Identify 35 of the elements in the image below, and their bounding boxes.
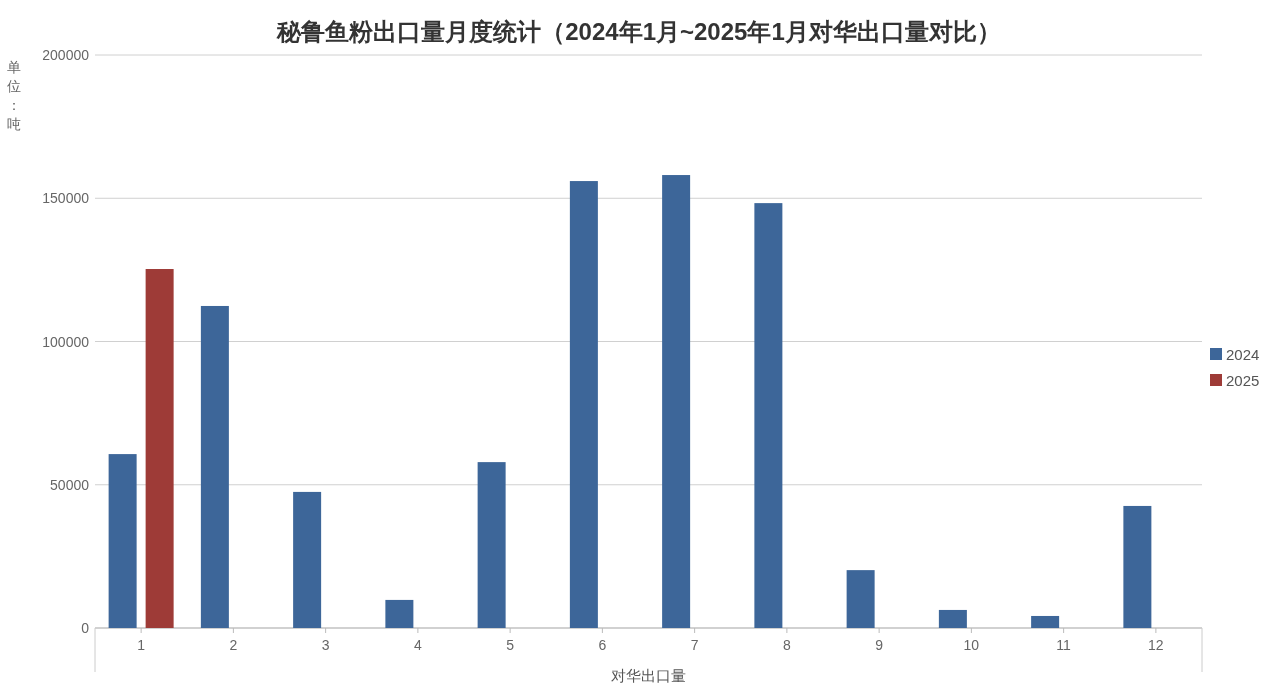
bar [477, 462, 506, 628]
bar [385, 599, 414, 628]
bar [293, 491, 322, 628]
bar [569, 181, 598, 628]
x-tick-label: 7 [690, 637, 699, 653]
y-tick-label: 150000 [42, 190, 90, 207]
x-tick-label: 12 [1148, 637, 1164, 653]
x-tick-label: 1 [137, 637, 146, 653]
x-tick-label: 9 [875, 637, 884, 653]
y-tick-label: 50000 [50, 476, 90, 493]
bar [1031, 615, 1060, 628]
y-tick-label: 0 [81, 620, 90, 636]
bar [754, 203, 783, 628]
x-tick-label: 5 [506, 637, 515, 653]
bar [846, 570, 875, 628]
chart-title: 秘鲁鱼粉出口量月度统计（2024年1月~2025年1月对华出口量对比） [276, 18, 1001, 45]
bar [145, 269, 174, 628]
bar [938, 609, 967, 628]
x-tick-label: 11 [1056, 637, 1072, 653]
bar [108, 454, 137, 628]
y-axis-title: 单位：吨 [7, 59, 21, 132]
legend-label: 2025 [1226, 372, 1260, 389]
x-axis-title: 对华出口量 [611, 667, 686, 684]
x-tick-label: 3 [321, 637, 330, 653]
y-tick-label: 100000 [42, 333, 90, 350]
bar [1123, 505, 1152, 628]
x-tick-label: 6 [598, 637, 607, 653]
x-tick-label: 10 [963, 637, 980, 653]
bar [200, 305, 229, 628]
x-tick-label: 4 [413, 637, 422, 653]
legend-label: 2024 [1226, 346, 1260, 363]
x-tick-label: 8 [782, 637, 791, 653]
x-tick-label: 2 [229, 637, 238, 653]
bar [662, 175, 691, 628]
y-tick-label: 200000 [42, 47, 90, 63]
